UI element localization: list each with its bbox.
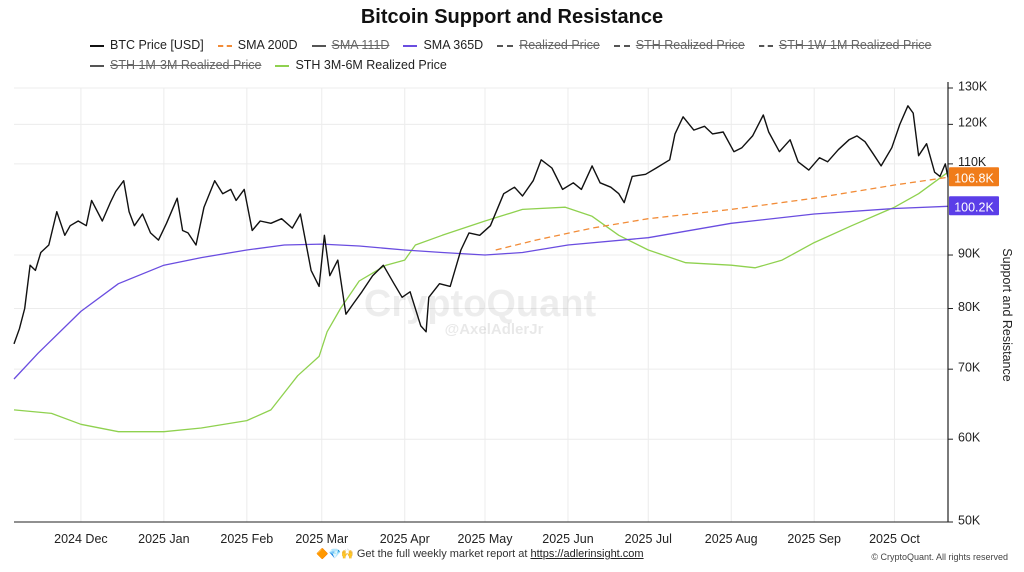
watermark-handle: @AxelAdlerJr [445,321,544,338]
legend-label: STH Realized Price [635,38,745,52]
x-tick-label: 2025 Sep [787,532,841,546]
y-tick-label: 50K [958,513,981,527]
x-tick-label: 2025 Aug [705,532,758,546]
x-tick-label: 2024 Dec [54,532,108,546]
legend-item-sma-200d[interactable]: SMA 200D [217,38,298,53]
x-tick-label: 2025 May [458,532,514,546]
price-tag [949,167,999,187]
legend-item-realized-price[interactable]: Realized Price [497,38,600,53]
legend-swatch [90,64,104,67]
legend-label: BTC Price [USD] [110,38,204,52]
x-tick-label: 2025 Feb [220,532,273,546]
legend-item-sth-1w-1m-realized-price[interactable]: STH 1W-1M Realized Price [758,38,932,53]
footer: 🔶💎🙌 Get the full weekly market report at… [0,548,960,560]
legend-label: SMA 200D [237,38,298,52]
price-tag [949,196,999,216]
x-tick-label: 2025 Mar [295,532,348,546]
legend-item-sth-1m-3m-realized-price[interactable]: STH 1M-3M Realized Price [90,58,261,73]
chart-series [13,105,949,433]
legend-item-sma-111d[interactable]: SMA 111D [311,38,390,53]
chart-axes: 130K 120K 110K 90K 80K 70K 60K 50K 2024 Dec 2025 … [14,79,1014,546]
series-line-sma-365d [13,205,949,380]
y-axis-title: Support and Resistance [1000,248,1014,381]
watermark-logo: CryptoQuant [364,283,597,325]
legend-swatch [758,44,773,47]
footer-emojis: 🔶💎🙌 [316,549,354,560]
legend-label: STH 1W-1M Realized Price [778,38,932,52]
y-tick-label: 90K [958,246,981,260]
legend-swatch [311,44,326,47]
copyright: © CryptoQuant. All rights reserved [871,552,1008,562]
legend-swatch [275,64,290,67]
legend-swatch [403,44,418,47]
y-tick-label: 60K [958,430,981,444]
legend-label: Realized Price [519,38,600,52]
legend-swatch [217,44,232,47]
legend-label: SMA 111D [331,38,390,52]
legend-swatch [90,44,104,47]
chart-grid [14,87,948,523]
y-tick-label: 110K [958,155,987,169]
chart-title: Bitcoin Support and Resistance [360,6,664,28]
watermark: CryptoQuant@AxelAdlerJr [364,283,597,338]
legend-item-btc-price-usd[interactable]: BTC Price [USD] [90,38,204,53]
legend-item-sth-realized-price[interactable]: STH Realized Price [613,38,745,53]
y-tick-label: 130K [958,79,988,93]
price-tag-label: 106.8K [954,171,994,185]
footer-text: Get the full weekly market report at [356,548,531,560]
series-line-sma-200d [495,176,949,251]
legend-swatch [613,44,630,47]
legend-item-sth-3m-6m-realized-price[interactable]: STH 3M-6M Realized Price [275,58,447,73]
price-tags: 106.8K 100.2K [949,167,999,216]
y-tick-label: 120K [958,116,988,130]
x-tick-label: 2025 Jul [625,532,672,546]
series-line-sth-3m-6m-realized-price [13,171,949,433]
report-link[interactable]: https://adlerinsight.com [530,548,644,560]
legend-label: SMA 365D [423,38,484,52]
x-tick-label: 2025 Oct [869,532,920,546]
y-tick-label: 70K [958,360,981,374]
chart-legend: BTC Price [USD] SMA 200D SMA 111D SMA 365D R… [90,38,950,73]
x-tick-label: 2025 Jan [138,532,189,546]
legend-label: STH 3M-6M Realized Price [295,58,447,72]
x-tick-label: 2025 Apr [380,532,430,546]
legend-swatch [497,44,514,47]
price-tag-label: 100.2K [954,200,994,214]
x-tick-label: 2025 Jun [542,532,593,546]
y-tick-label: 80K [958,300,981,314]
series-line-btc-price-usd [13,105,949,345]
legend-label: STH 1M-3M Realized Price [110,58,262,72]
legend-item-sma-365d[interactable]: SMA 365D [403,38,483,53]
